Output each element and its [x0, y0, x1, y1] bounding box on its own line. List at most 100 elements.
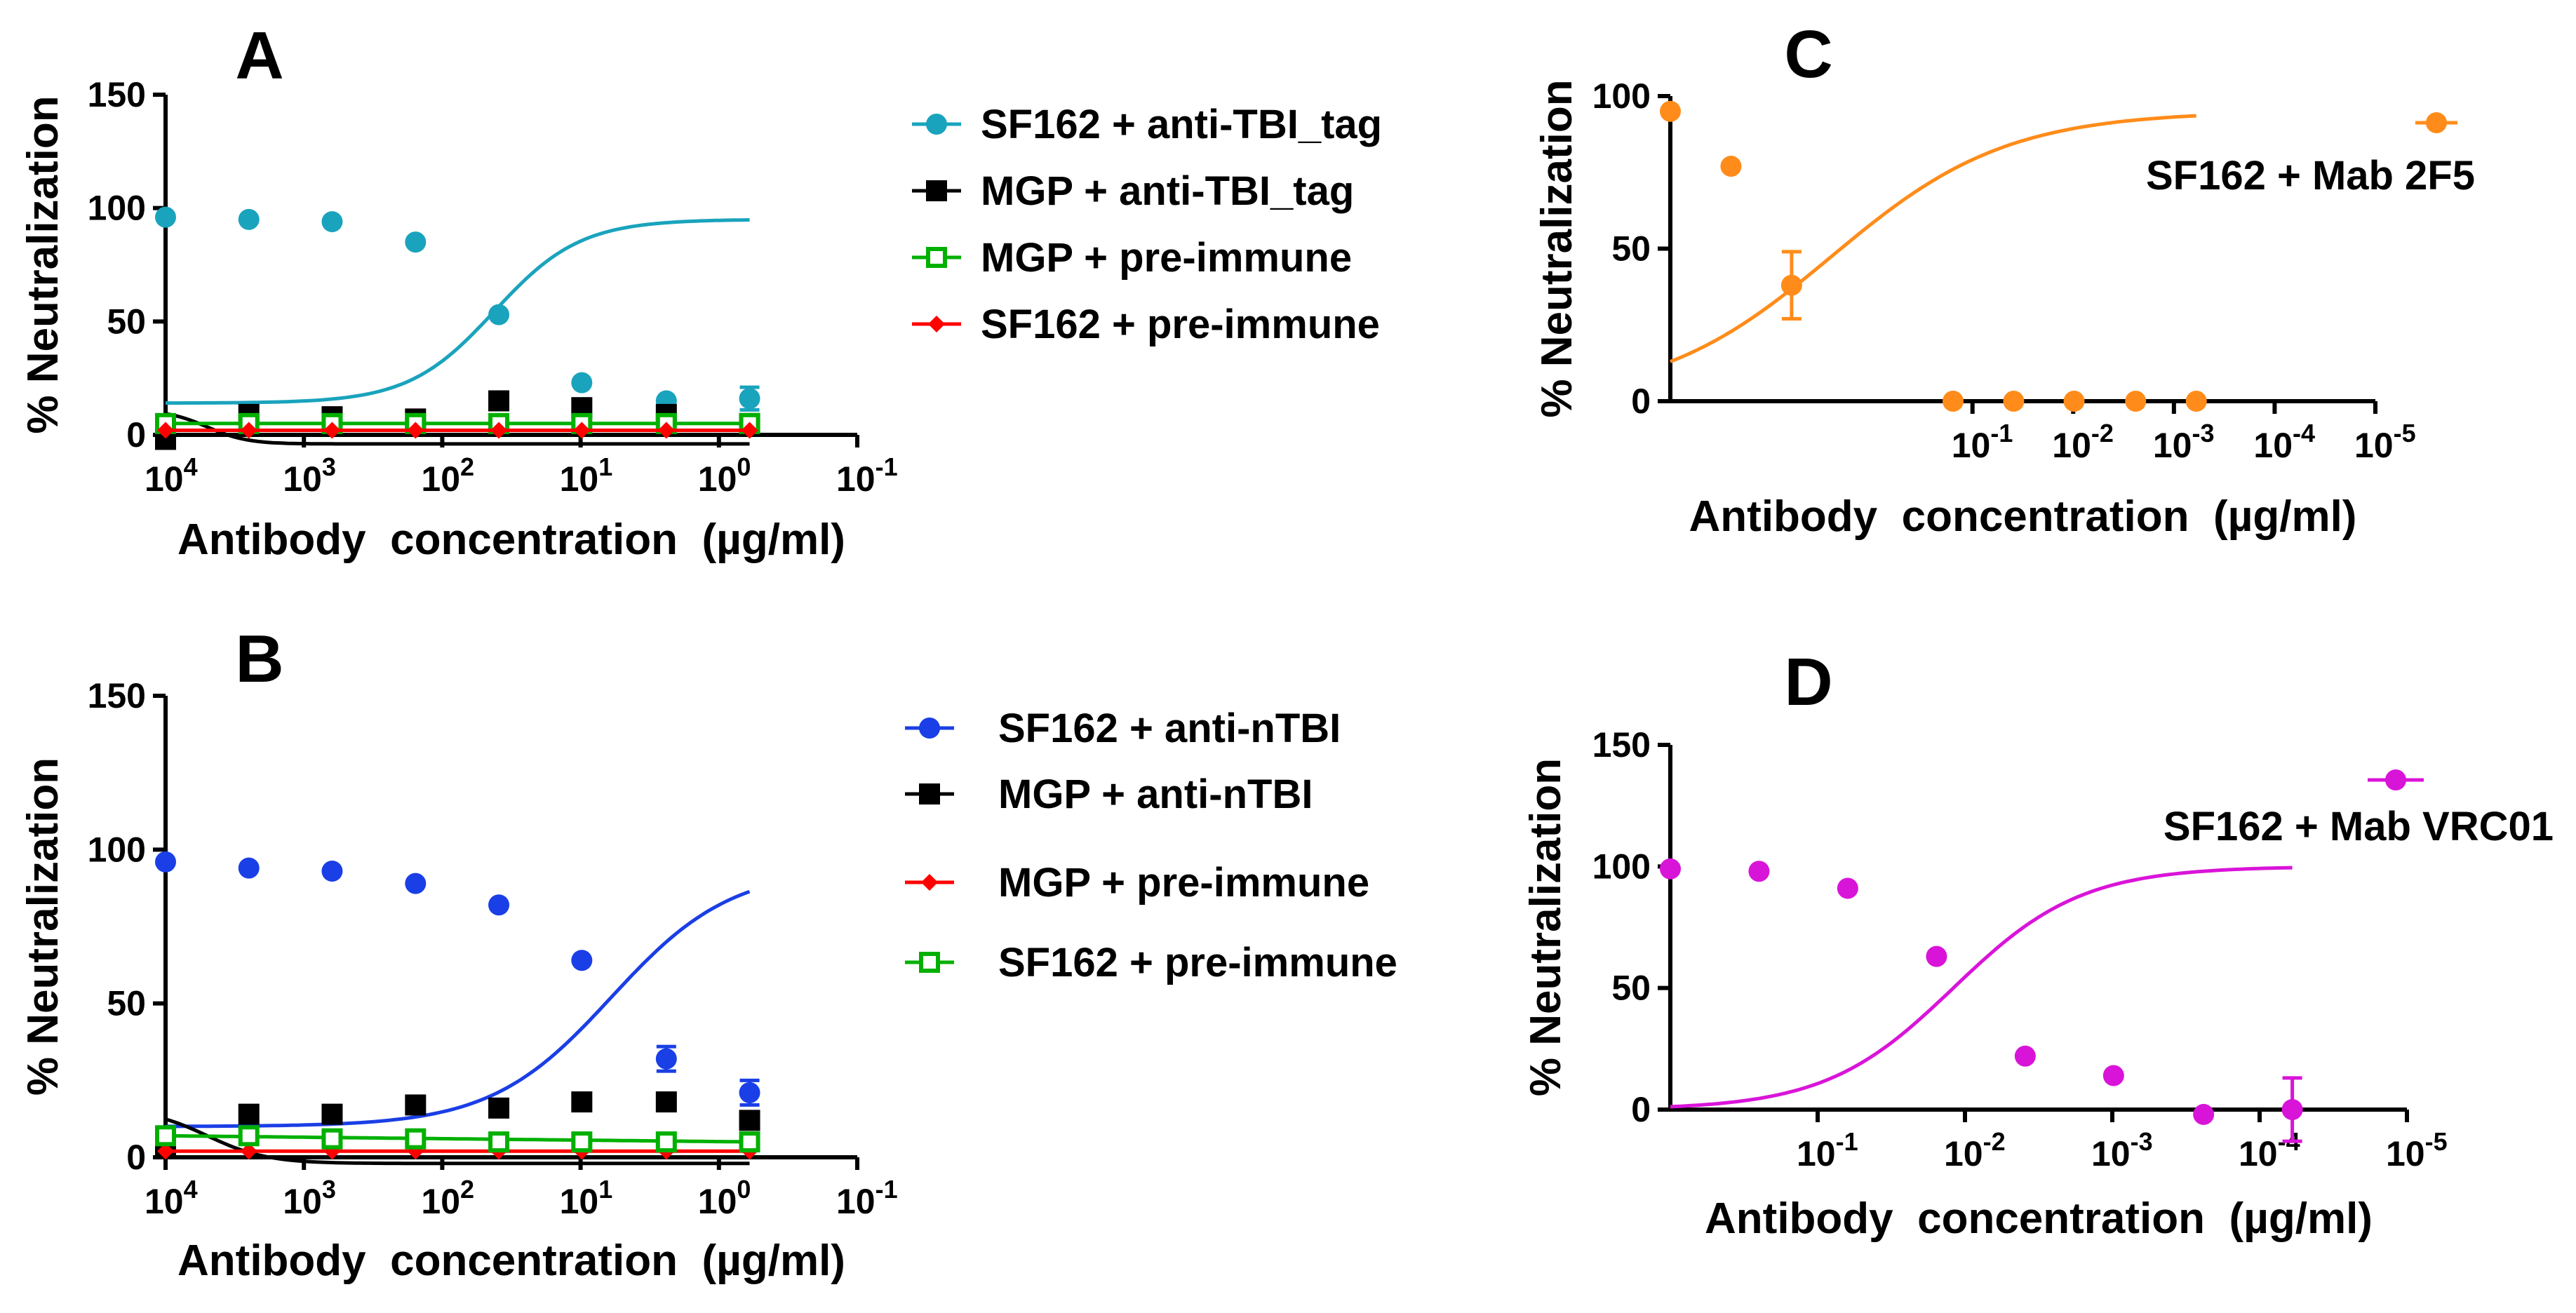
y-tick-label: 50 [107, 302, 146, 341]
x-tick-base: 10 [2239, 1134, 2278, 1173]
data-point [405, 1128, 427, 1150]
x-tick-exponent: -1 [1836, 1127, 1858, 1156]
x-tick-exponent: 4 [184, 452, 198, 481]
x-tick-label: 10-1 [1797, 1127, 1858, 1173]
data-point [2125, 391, 2147, 412]
x-tick-label: 10-2 [1944, 1127, 2006, 1173]
fit-curve [165, 1133, 750, 1144]
data-point [490, 422, 508, 439]
x-tick-base: 10 [283, 1182, 322, 1221]
panel-letter: D [1784, 645, 1832, 720]
data-point [2063, 391, 2085, 412]
x-tick-label: 10-1 [1952, 419, 2013, 465]
x-tick-base: 10 [836, 1182, 876, 1221]
data-point [238, 208, 260, 230]
data-point [739, 1110, 760, 1131]
data-point [1720, 156, 1742, 177]
legend-label: SF162 + Mab VRC01 [2164, 804, 2554, 849]
data-point [655, 1131, 677, 1153]
x-tick-exponent: -1 [876, 1175, 898, 1204]
x-tick-base: 10 [145, 1182, 184, 1221]
y-tick-label: 100 [1592, 76, 1651, 116]
x-tick-base: 10 [1944, 1134, 1983, 1173]
data-point [571, 950, 593, 971]
x-tick-exponent: -3 [2131, 1127, 2153, 1156]
data-point [655, 1048, 677, 1070]
x-tick-base: 10 [560, 459, 599, 499]
x-tick-label: 103 [283, 1175, 336, 1221]
x-tick-exponent: 0 [737, 452, 751, 481]
data-point [657, 422, 675, 439]
x-tick-base: 10 [698, 1182, 737, 1221]
x-axis-title: Antibody concentration (µg/ml) [1689, 492, 2357, 541]
y-tick-label: 0 [1631, 382, 1651, 421]
x-tick-exponent: -5 [2425, 1127, 2448, 1156]
series: SF162 + pre-immune [157, 302, 1380, 439]
x-tick-label: 100 [698, 1175, 751, 1221]
x-tick-base: 10 [2052, 426, 2091, 465]
data-point [2003, 391, 2025, 412]
y-tick-label: 100 [88, 830, 146, 869]
x-tick-label: 102 [421, 1175, 474, 1221]
series: SF162 + anti-nTBI [155, 706, 1341, 1129]
data-point [2281, 1099, 2303, 1120]
legend-marker [921, 874, 938, 891]
x-tick-label: 102 [421, 452, 474, 499]
data-point [488, 1097, 510, 1119]
x-tick-base: 10 [698, 459, 737, 499]
series: SF162 + anti-TBI_tag [155, 102, 1382, 412]
data-point [1942, 391, 1964, 412]
x-tick-exponent: 3 [322, 452, 336, 481]
fit-curve [166, 889, 751, 1129]
x-tick-base: 10 [2354, 426, 2394, 465]
x-tick-base: 10 [2153, 426, 2192, 465]
y-tick-label: 150 [1592, 725, 1651, 765]
fit-curve [1670, 114, 2196, 363]
fit-curve [165, 1117, 750, 1166]
x-tick-base: 10 [836, 459, 876, 499]
data-point [1837, 877, 1858, 899]
data-point [571, 372, 593, 393]
x-tick-label: 10-1 [836, 1175, 898, 1221]
x-tick-base: 10 [421, 1182, 460, 1221]
data-point [488, 304, 510, 325]
x-tick-base: 10 [2091, 1134, 2131, 1173]
x-tick-exponent: -1 [876, 452, 898, 481]
fit-curve [1670, 866, 2293, 1109]
y-axis-title: % Neutralization [1533, 79, 1581, 417]
data-point [240, 1143, 257, 1160]
data-point [238, 857, 260, 879]
x-tick-label: 10-5 [2386, 1127, 2448, 1173]
x-tick-exponent: -2 [1983, 1127, 2006, 1156]
data-point [488, 1131, 510, 1153]
data-point [2193, 1103, 2215, 1125]
x-tick-label: 10-1 [836, 452, 898, 499]
x-axis-title: Antibody concentration (µg/ml) [177, 516, 845, 564]
x-tick-label: 103 [283, 452, 336, 499]
data-point [1660, 100, 1681, 122]
series: MGP + pre-immune [155, 235, 1352, 434]
data-point [741, 422, 758, 439]
series: SF162 + pre-immune [155, 940, 1397, 1153]
legend-marker [919, 952, 940, 973]
data-point [739, 1131, 760, 1153]
series: SF162 + Mab 2F5 [1660, 100, 2475, 412]
y-axis-title: % Neutralization [19, 758, 67, 1096]
panel-letter: C [1784, 17, 1832, 92]
legend-marker [928, 316, 945, 332]
x-tick-exponent: 1 [598, 1175, 612, 1204]
x-tick-label: 101 [560, 452, 613, 499]
y-axis-title: % Neutralization [1522, 758, 1570, 1096]
y-tick-label: 0 [126, 415, 146, 454]
y-tick-label: 100 [1592, 847, 1651, 886]
legend-label: MGP + pre-immune [981, 235, 1352, 281]
data-point [321, 1128, 343, 1150]
x-axis-title: Antibody concentration (µg/ml) [177, 1237, 845, 1285]
x-tick-exponent: -3 [2192, 419, 2214, 447]
legend-label: MGP + anti-nTBI [998, 772, 1313, 817]
x-tick-exponent: -2 [2091, 419, 2114, 447]
data-point [157, 1143, 174, 1160]
legend-marker [2426, 112, 2447, 133]
legend-marker [926, 247, 947, 268]
